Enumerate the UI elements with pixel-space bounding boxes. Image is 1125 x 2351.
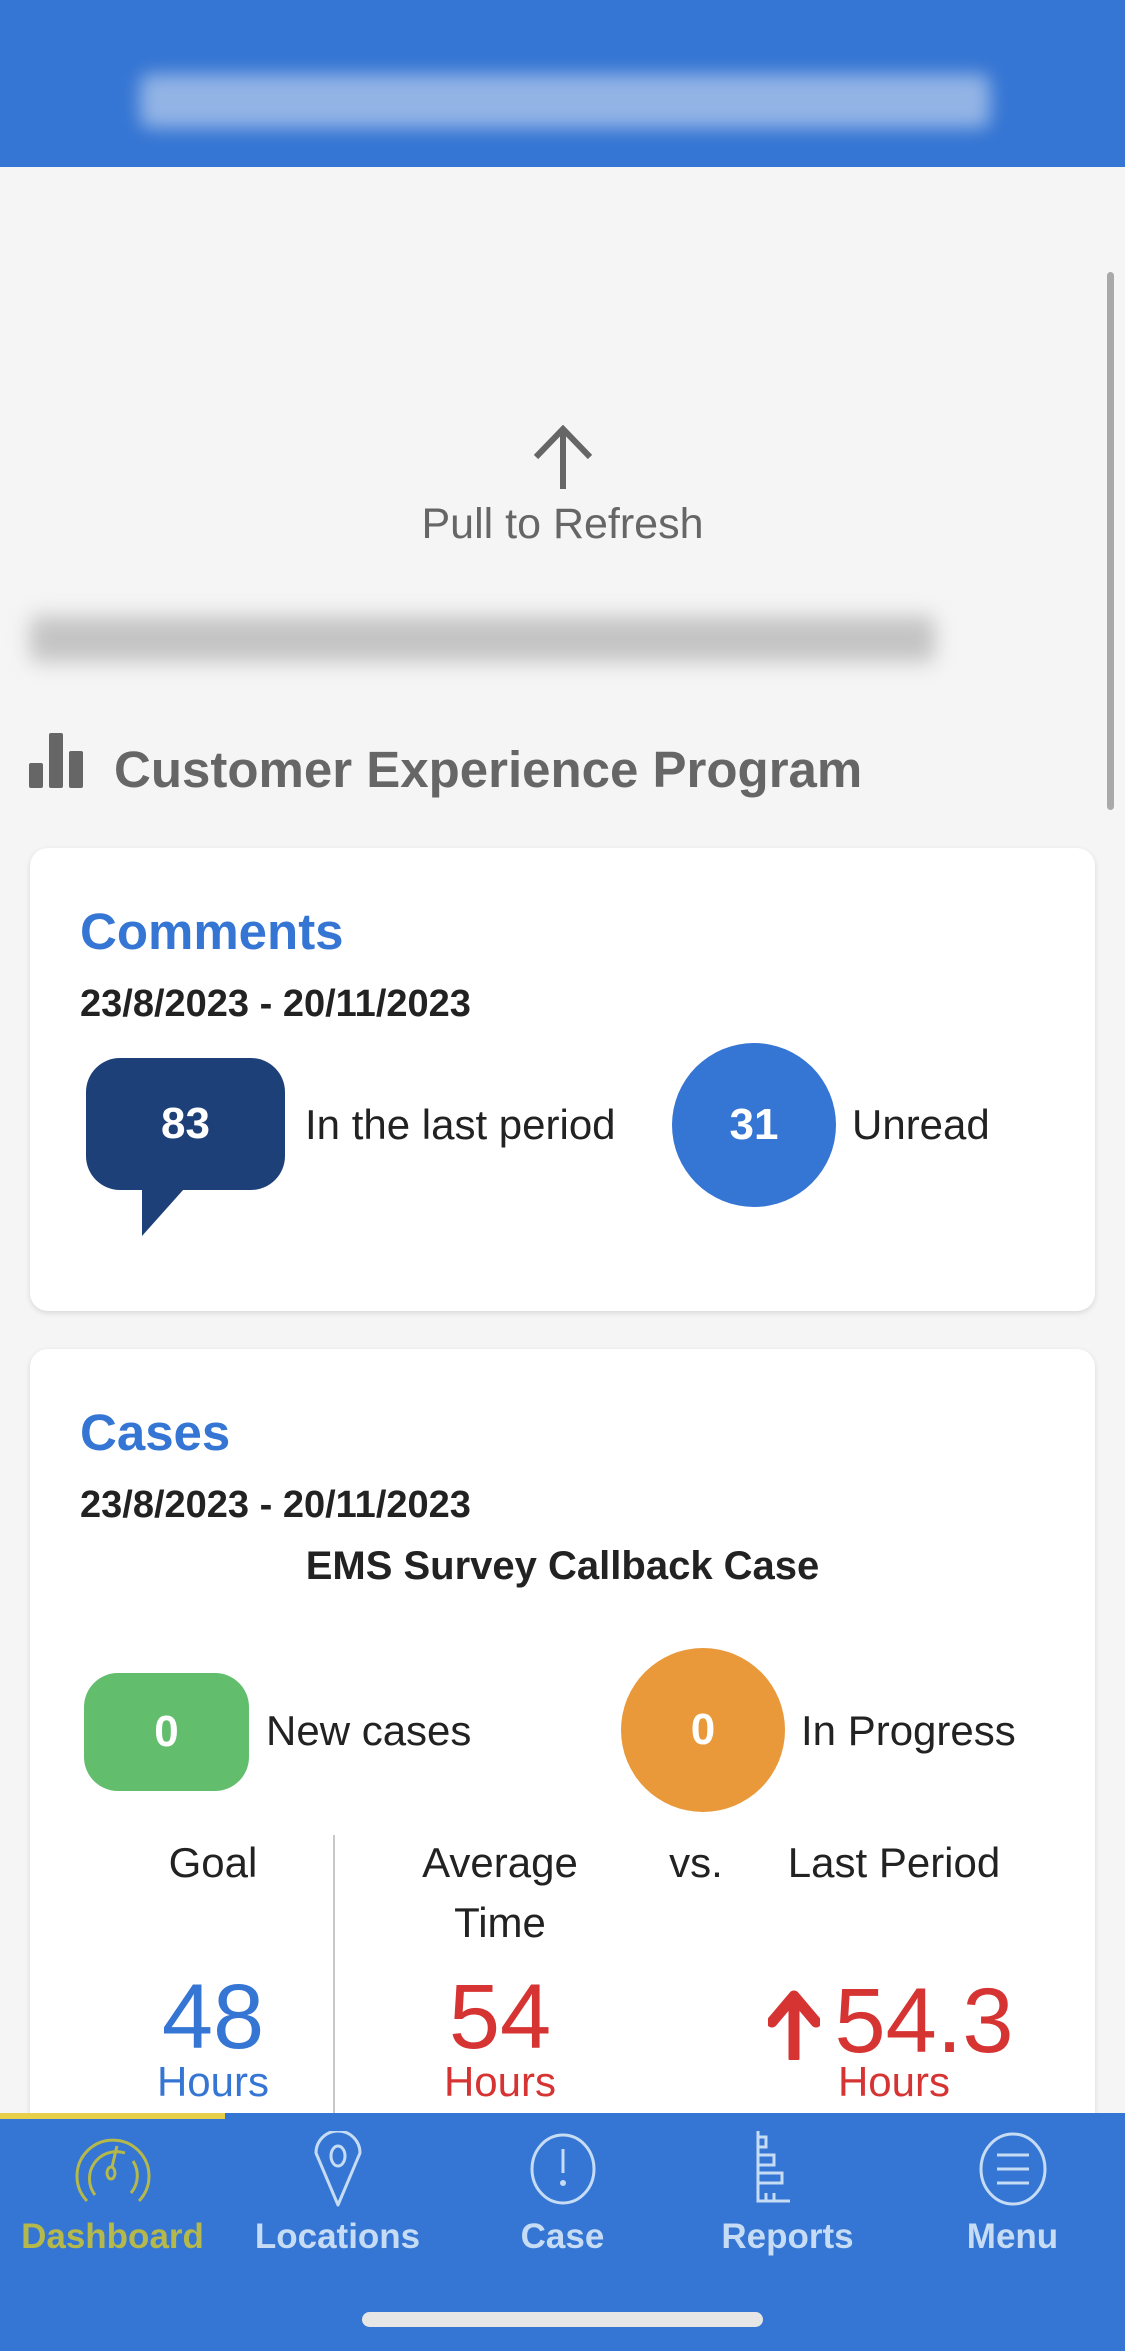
tab-label: Case (520, 2217, 605, 2256)
unread-count: 31 (729, 1100, 779, 1149)
tab-menu[interactable]: Menu (900, 2125, 1125, 2265)
blurred-organization-title (140, 74, 990, 128)
tab-locations[interactable]: Locations (225, 2125, 450, 2265)
in-progress-label: In Progress (801, 1707, 1016, 1754)
case-type: EMS Survey Callback Case (305, 1544, 820, 1588)
alert-circle-icon (530, 2133, 595, 2205)
column-divider (333, 1835, 335, 2115)
average-label-line2: Time (454, 1899, 546, 1946)
comments-title: Comments (80, 903, 344, 960)
last-period-label: Last Period (787, 1839, 1001, 1886)
comments-count: 83 (161, 1099, 210, 1148)
report-chart-icon (756, 2131, 790, 2203)
tab-label: Menu (966, 2217, 1059, 2256)
comments-date-range: 23/8/2023 - 20/11/2023 (80, 983, 471, 1025)
tab-label: Reports (721, 2217, 854, 2256)
goal-label: Goal (168, 1839, 258, 1886)
goal-value: 48 (161, 1966, 265, 2068)
blurred-location-name (30, 616, 935, 662)
cases-title: Cases (80, 1404, 231, 1461)
comments-count-label: In the last period (305, 1101, 616, 1148)
tab-reports[interactable]: Reports (675, 2125, 900, 2265)
last-period-value: 54.3 (834, 1970, 1014, 2072)
tab-label: Locations (254, 2217, 421, 2256)
scrollbar[interactable] (1107, 272, 1114, 810)
tab-case[interactable]: Case (450, 2125, 675, 2265)
speedometer-icon (75, 2138, 150, 2203)
new-cases-label: New cases (266, 1707, 472, 1754)
average-label-line1: Average (422, 1839, 578, 1886)
arrow-up-icon (533, 425, 593, 489)
new-cases-count: 0 (154, 1707, 179, 1756)
home-indicator[interactable] (362, 2312, 763, 2327)
tab-label: Dashboard (21, 2217, 204, 2256)
cases-date-range: 23/8/2023 - 20/11/2023 (80, 1484, 471, 1526)
arrow-up-trend-icon (766, 1990, 822, 2064)
active-tab-indicator (0, 2113, 225, 2119)
section-title: Customer Experience Program (114, 741, 863, 798)
vs-label: vs. (669, 1839, 723, 1886)
unread-label: Unread (852, 1101, 990, 1148)
menu-icon (979, 2132, 1046, 2206)
comments-count-bubble[interactable]: 83 (86, 1058, 285, 1190)
unread-count-badge[interactable]: 31 (672, 1043, 836, 1207)
in-progress-count: 0 (690, 1705, 716, 1754)
map-pin-icon (314, 2131, 361, 2207)
new-cases-badge[interactable]: 0 (84, 1673, 249, 1791)
in-progress-badge[interactable]: 0 (621, 1648, 785, 1812)
average-value: 54 (448, 1966, 552, 2068)
goal-unit: Hours (156, 2058, 270, 2105)
tab-dashboard[interactable]: Dashboard (0, 2125, 225, 2265)
cases-card[interactable] (30, 1349, 1095, 2249)
bar-chart-icon (29, 733, 83, 788)
pull-to-refresh-label: Pull to Refresh (421, 500, 704, 548)
last-period-unit: Hours (837, 2058, 951, 2105)
average-unit: Hours (443, 2058, 557, 2105)
